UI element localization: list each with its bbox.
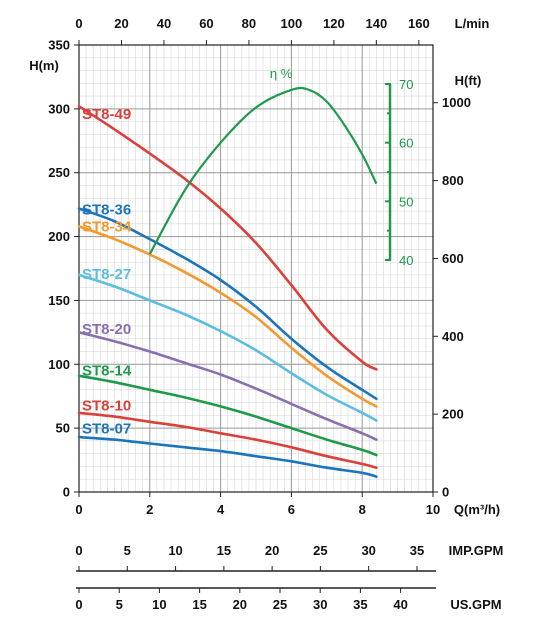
y-tick-label: 250 [48, 165, 70, 180]
curve-label: ST8-10 [82, 397, 131, 414]
top-axis-unit: L/min [455, 16, 490, 31]
x-tick-label: 2 [146, 502, 153, 517]
y2-tick-label: 1000 [442, 95, 471, 110]
head-curve-st8-36 [77, 207, 378, 401]
y-axis-unit: H(m) [29, 58, 59, 73]
efficiency-scale-label: 60 [399, 136, 413, 151]
y2-tick-label: 0 [442, 485, 449, 500]
x-tick-label: 8 [359, 502, 366, 517]
top-tick-label: 40 [157, 16, 171, 31]
x-axis-unit: Q(m³/h) [454, 502, 500, 517]
curve-label: ST8-34 [82, 219, 132, 236]
y2-tick-label: 200 [442, 407, 464, 422]
head-curve-st8-10 [77, 411, 378, 469]
top-tick-label: 60 [199, 16, 213, 31]
top-tick-label: 20 [114, 16, 128, 31]
us-gpm-unit: US.GPM [450, 597, 501, 612]
imp-gpm-tick-label: 30 [361, 543, 375, 558]
head-curve-st8-14 [77, 374, 378, 457]
x-tick-label: 6 [288, 502, 295, 517]
x-tick-label: 4 [217, 502, 225, 517]
y-tick-label: 300 [48, 101, 70, 116]
top-tick-label: 160 [408, 16, 430, 31]
y-tick-label: 150 [48, 293, 70, 308]
efficiency-scale-label: 70 [399, 77, 413, 92]
us-gpm-tick-label: 40 [393, 597, 407, 612]
us-gpm-tick-label: 5 [116, 597, 123, 612]
us-gpm-tick-label: 25 [273, 597, 287, 612]
us-gpm-tick-label: 30 [313, 597, 327, 612]
us-gpm-tick-label: 15 [192, 597, 206, 612]
efficiency-scale-label: 40 [399, 253, 413, 268]
y-tick-label: 50 [56, 421, 70, 436]
curve-label: ST8-07 [82, 421, 131, 438]
efficiency-curve: η % 40 50 60 70 [148, 66, 413, 268]
us-gpm-tick-label: 20 [233, 597, 247, 612]
head-curve-st8-34 [77, 225, 378, 408]
top-tick-label: 140 [366, 16, 388, 31]
imp-gpm-tick-label: 35 [410, 543, 424, 558]
x-tick-label: 10 [426, 502, 440, 517]
us-gpm-tick-label: 10 [152, 597, 166, 612]
top-tick-label: 0 [75, 16, 82, 31]
imp-gpm-tick-label: 0 [75, 543, 82, 558]
y2-tick-label: 600 [442, 251, 464, 266]
curve-label: ST8-27 [82, 266, 131, 283]
curve-label: ST8-20 [82, 321, 131, 338]
top-tick-label: 100 [281, 16, 303, 31]
x-tick-label: 0 [75, 502, 82, 517]
flow-conversion-scales: 0 5 10 15 20 25 30 35 IMP.GPM 0 5 10 15 20 25 30 35 40 US.… [75, 543, 503, 612]
imp-gpm-tick-label: 10 [168, 543, 182, 558]
y2-tick-label: 800 [442, 173, 464, 188]
y2-tick-label: 400 [442, 329, 464, 344]
top-tick-label: 80 [242, 16, 256, 31]
imp-gpm-unit: IMP.GPM [449, 543, 504, 558]
head-curve-st8-49 [77, 105, 378, 371]
head-curves [77, 105, 378, 478]
imp-gpm-tick-label: 5 [124, 543, 131, 558]
chart-grid [79, 45, 433, 492]
y-tick-label: 350 [48, 38, 70, 53]
head-curve-st8-20 [77, 331, 378, 441]
y-tick-label: 0 [63, 485, 70, 500]
us-gpm-tick-label: 0 [75, 597, 82, 612]
imp-gpm-tick-label: 15 [217, 543, 231, 558]
efficiency-line [148, 86, 378, 255]
us-gpm-tick-label: 35 [353, 597, 367, 612]
y2-axis-unit: H(ft) [455, 73, 482, 88]
top-tick-label: 120 [323, 16, 345, 31]
efficiency-scale-label: 50 [399, 194, 413, 209]
curve-label: ST8-36 [82, 202, 131, 219]
y-tick-label: 200 [48, 229, 70, 244]
efficiency-label: η % [270, 66, 293, 81]
plot-frame [78, 44, 434, 493]
head-curve-st8-27 [77, 273, 378, 422]
curve-label: ST8-14 [82, 362, 132, 379]
y-tick-label: 100 [48, 357, 70, 372]
imp-gpm-tick-label: 20 [265, 543, 279, 558]
imp-gpm-tick-label: 25 [313, 543, 327, 558]
head-curve-st8-07 [77, 435, 378, 478]
curve-label: ST8-49 [82, 106, 131, 123]
